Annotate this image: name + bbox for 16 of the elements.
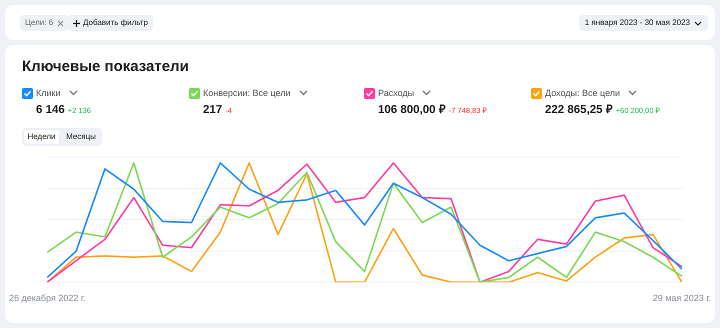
legend-label: Конверсии: Все цели [203, 88, 291, 98]
text: Цели: 6 [25, 17, 54, 29]
legend-label: Клики [36, 88, 60, 98]
text: Месяцы [65, 131, 97, 143]
text: 222 865,25 ₽ [545, 104, 613, 116]
chart-title: Ключевые показатели [22, 58, 189, 75]
text: 1 января 2023 - 30 мая 2023 [584, 17, 690, 29]
text: Недели [24, 130, 59, 144]
x-tick-label: 29 мая 2023 г. [652, 293, 712, 304]
legend-label: Расходы [378, 88, 414, 98]
legend-label: Доходы: Все цели [545, 88, 620, 98]
text: Добавить фильтр [83, 17, 148, 29]
text: 106 800,00 ₽ [378, 104, 446, 116]
text: 217 [203, 104, 222, 116]
text: 6 146 [36, 104, 65, 116]
x-tick-label: 26 декабря 2022 г. [8, 293, 86, 304]
